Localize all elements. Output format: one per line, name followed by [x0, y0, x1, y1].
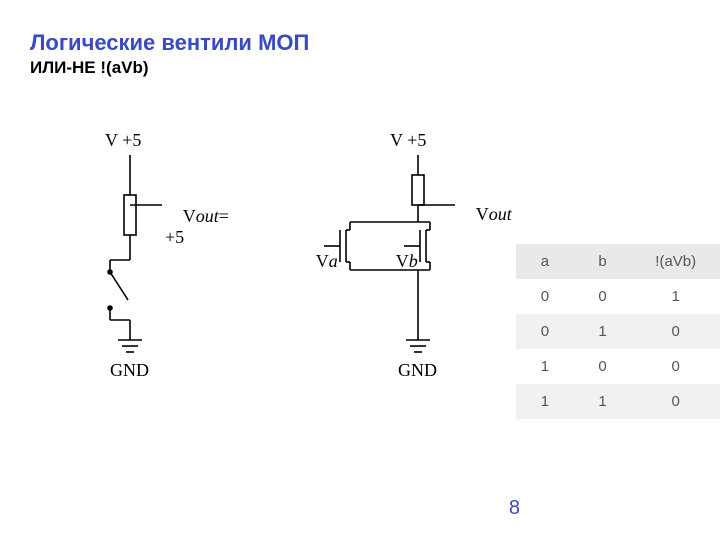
va-it: a: [329, 251, 338, 271]
truth-cell: 1: [516, 349, 574, 384]
va-prefix: V: [316, 251, 329, 271]
truth-cell: 1: [574, 384, 632, 419]
truth-cell: 1: [574, 314, 632, 349]
truth-table: ab!(aVb) 001010100110: [516, 244, 720, 419]
truth-cell: 0: [631, 384, 720, 419]
truth-col-0: a: [516, 244, 574, 279]
subtitle-text: ИЛИ-НЕ !(aVb): [30, 58, 149, 77]
table-row: 001: [516, 279, 720, 314]
vout-r-prefix: V: [476, 204, 489, 224]
truth-cell: 0: [574, 349, 632, 384]
label-vout-eq: Vout= +5: [165, 185, 229, 269]
vout-eq-plus5: +5: [165, 227, 184, 247]
truth-cell: 0: [516, 314, 574, 349]
page-subtitle: ИЛИ-НЕ !(aVb): [30, 58, 149, 78]
vb-prefix: V: [396, 251, 409, 271]
page-title: Логические вентили МОП: [30, 30, 309, 56]
truth-cell: 0: [631, 314, 720, 349]
label-gnd-right: GND: [398, 360, 437, 381]
truth-cell: 1: [516, 384, 574, 419]
truth-table-body: 001010100110: [516, 279, 720, 419]
truth-cell: 0: [574, 279, 632, 314]
table-row: 100: [516, 349, 720, 384]
label-vb: Vb: [378, 230, 418, 293]
truth-table-head: ab!(aVb): [516, 244, 720, 279]
label-vout: Vout: [458, 183, 512, 246]
label-va: Va: [298, 230, 338, 293]
table-row: 010: [516, 314, 720, 349]
slide-number-text: 8: [509, 497, 520, 519]
circuit-right: V +5 Vout Va Vb GND: [290, 130, 520, 390]
vout-r-it: out: [489, 204, 512, 224]
truth-col-2: !(aVb): [631, 244, 720, 279]
label-v5-left: V +5: [105, 130, 141, 151]
truth-cell: 1: [631, 279, 720, 314]
vout-eq-tail: =: [219, 206, 229, 226]
truth-cell: 0: [516, 279, 574, 314]
vout-it: out: [196, 206, 219, 226]
circuit-left: V +5 Vout= +5 GND: [70, 130, 240, 390]
truth-col-1: b: [574, 244, 632, 279]
vout-prefix: V: [183, 206, 196, 226]
label-gnd-left: GND: [110, 360, 149, 381]
label-v5-right: V +5: [390, 130, 426, 151]
vb-it: b: [409, 251, 418, 271]
slide-number: 8: [509, 497, 520, 520]
table-row: 110: [516, 384, 720, 419]
truth-cell: 0: [631, 349, 720, 384]
title-text: Логические вентили МОП: [30, 30, 309, 55]
